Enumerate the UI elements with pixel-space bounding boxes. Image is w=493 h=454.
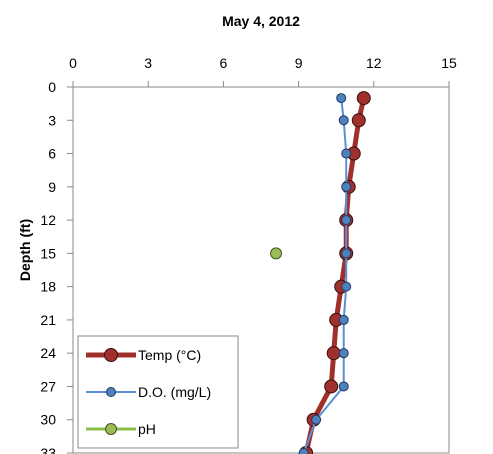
y-tick-label: 9 xyxy=(48,179,56,195)
data-point xyxy=(336,93,347,104)
x-tick-label: 15 xyxy=(441,55,457,71)
legend-label: D.O. (mg/L) xyxy=(138,384,211,400)
data-point xyxy=(298,448,309,454)
data-point xyxy=(338,348,349,359)
y-tick-label: 30 xyxy=(40,412,56,428)
x-tick-label: 3 xyxy=(144,55,152,71)
x-tick-label: 12 xyxy=(366,55,382,71)
data-point xyxy=(341,181,352,192)
y-tick-label: 27 xyxy=(40,378,56,394)
x-tick-label: 0 xyxy=(69,55,77,71)
x-tick-label: 6 xyxy=(220,55,228,71)
data-point xyxy=(356,91,371,106)
y-tick-label: 12 xyxy=(40,212,56,228)
y-tick-label: 6 xyxy=(48,146,56,162)
legend-marker xyxy=(106,387,116,397)
legend-marker xyxy=(105,423,117,435)
data-point xyxy=(351,113,366,128)
legend-marker xyxy=(104,348,118,362)
legend-label: pH xyxy=(138,421,156,437)
data-point xyxy=(338,314,349,325)
chart-title: May 4, 2012 xyxy=(222,13,300,29)
series-line xyxy=(302,97,348,454)
data-point xyxy=(341,281,352,292)
y-tick-label: 21 xyxy=(40,312,56,328)
series-1 xyxy=(298,93,352,454)
data-point xyxy=(341,248,352,259)
y-tick-label: 0 xyxy=(48,79,56,95)
data-point xyxy=(311,414,322,425)
x-axis: 0 3 6 9 12 15 xyxy=(69,55,457,87)
series-2 xyxy=(270,247,283,260)
data-point xyxy=(324,379,339,394)
y-tick-label: 18 xyxy=(40,279,56,295)
y-tick-label: 33 xyxy=(40,445,56,454)
y-axis: 0 3 6 9 12 15 18 21 24 27 30 33 xyxy=(40,79,73,454)
y-tick-label: 15 xyxy=(40,245,56,261)
data-point xyxy=(341,148,352,159)
data-point xyxy=(326,346,341,361)
y-axis-title: Depth (ft) xyxy=(17,219,33,281)
data-point xyxy=(338,115,349,126)
data-point xyxy=(270,247,283,260)
x-tick-label: 9 xyxy=(295,55,303,71)
series-layer xyxy=(270,91,371,454)
data-point xyxy=(338,381,349,392)
data-point xyxy=(341,215,352,226)
y-tick-label: 3 xyxy=(48,112,56,128)
legend: Temp (°C) D.O. (mg/L) pH xyxy=(77,335,239,449)
legend-label: Temp (°C) xyxy=(138,347,201,363)
y-tick-label: 24 xyxy=(40,345,56,361)
